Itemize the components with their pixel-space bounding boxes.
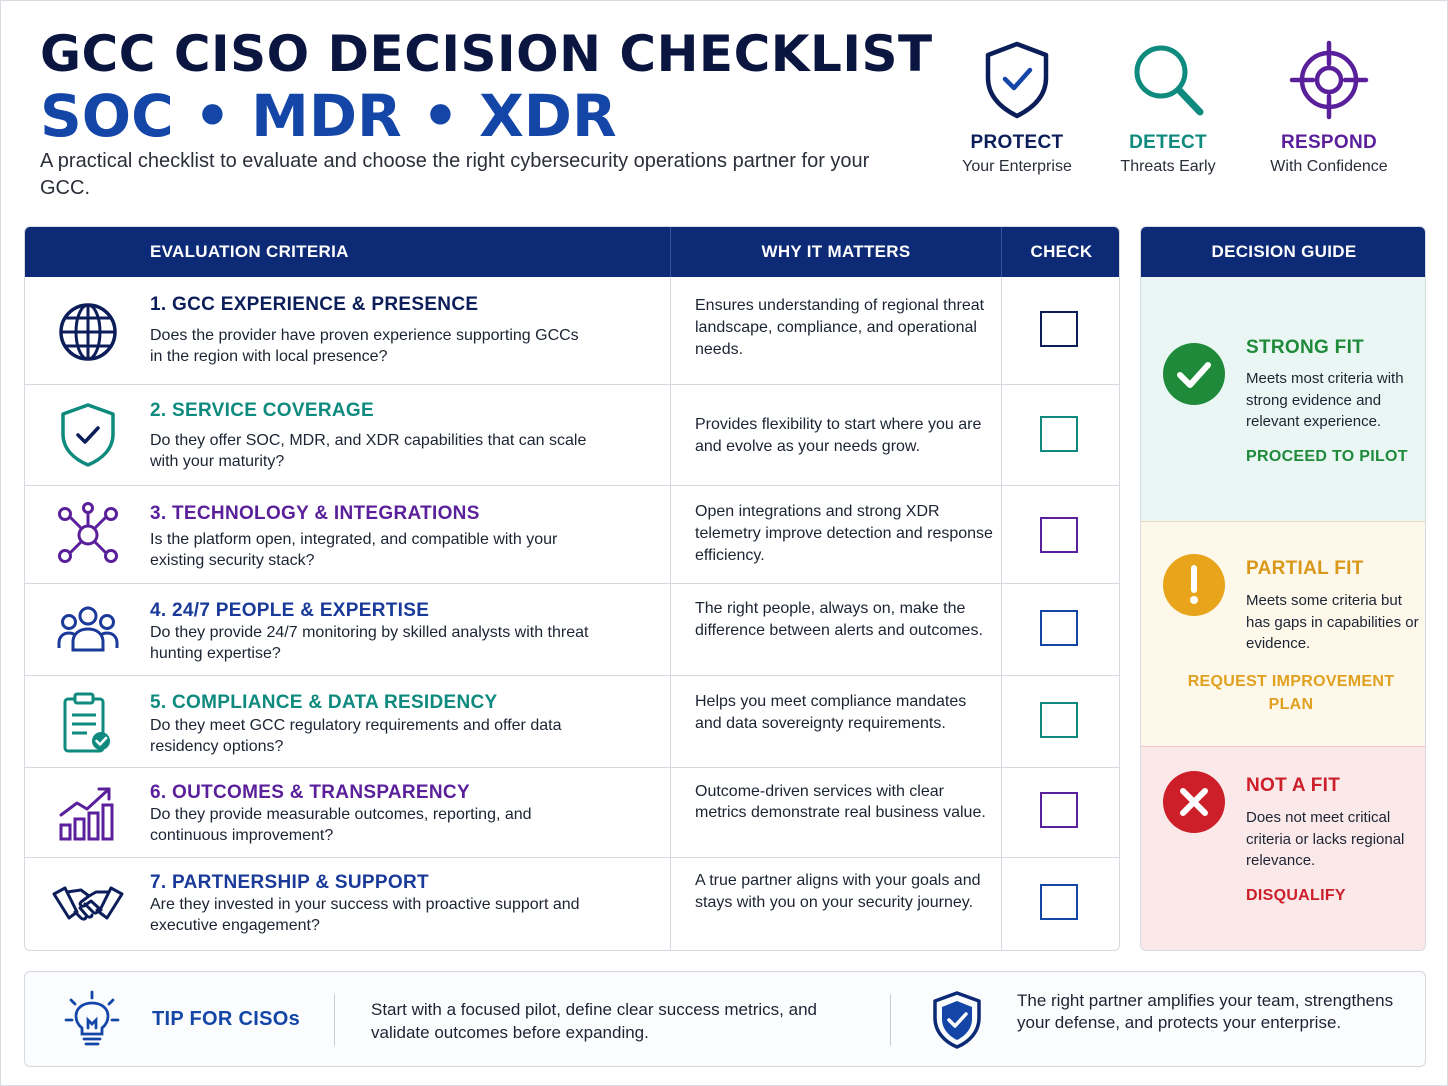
table-row: 1. GCC EXPERIENCE & PRESENCE Does the pr…	[25, 277, 1119, 384]
guide-not-a-fit: NOT A FIT Does not meet critical criteri…	[1141, 746, 1425, 950]
pillar-subtitle: With Confidence	[1270, 158, 1388, 175]
criterion-description: Is the platform open, integrated, and co…	[150, 531, 558, 569]
network-icon	[55, 502, 121, 568]
page-subtitle: SOC • MDR • XDR	[40, 82, 617, 150]
pillar-subtitle: Your Enterprise	[962, 158, 1072, 175]
decision-guide-title: DECISION GUIDE	[1141, 227, 1425, 277]
table-row: 3. TECHNOLOGY & INTEGRATIONS Is the plat…	[25, 485, 1119, 583]
handshake-icon	[51, 872, 125, 938]
pillar-title: RESPOND	[1280, 132, 1378, 153]
criterion-title: 1. GCC EXPERIENCE & PRESENCE	[150, 294, 479, 315]
pillar-respond: RESPOND With Confidence	[1249, 40, 1409, 176]
tip-closing-statement: The right partner amplifies your team, s…	[1017, 991, 1394, 1032]
criterion-description: Do they provide measurable outcomes, rep…	[150, 806, 532, 844]
guide-section-title: NOT A FIT	[1246, 775, 1341, 796]
table-row: 2. SERVICE COVERAGE Do they offer SOC, M…	[25, 384, 1119, 485]
criterion-title: 2. SERVICE COVERAGE	[150, 400, 374, 421]
why-it-matters: The right people, always on, make the di…	[695, 600, 983, 639]
criterion-title: 7. PARTNERSHIP & SUPPORT	[150, 872, 429, 893]
criterion-checkbox[interactable]	[1040, 884, 1078, 920]
why-it-matters: Helps you meet compliance mandates and d…	[695, 693, 967, 732]
guide-partial-fit: PARTIAL FIT Meets some criteria but has …	[1141, 521, 1425, 746]
guide-strong-fit: STRONG FIT Meets most criteria with stro…	[1141, 277, 1425, 521]
check-circle-icon	[1163, 343, 1225, 405]
crosshair-icon	[1289, 40, 1369, 120]
tip-bar: TIP FOR CISOs Start with a focused pilot…	[24, 971, 1426, 1067]
table-header: EVALUATION CRITERIA WHY IT MATTERS CHECK	[25, 227, 1119, 277]
lightbulb-icon	[63, 990, 121, 1055]
x-circle-icon	[1163, 771, 1225, 833]
why-it-matters: A true partner aligns with your goals an…	[695, 872, 981, 911]
criterion-checkbox[interactable]	[1040, 517, 1078, 553]
exclamation-circle-icon	[1163, 554, 1225, 616]
shield-check-icon	[55, 402, 121, 468]
pillar-protect: PROTECT Your Enterprise	[937, 40, 1097, 176]
tip-title: TIP FOR CISOs	[152, 1008, 301, 1030]
guide-section-action: PROCEED TO PILOT	[1246, 448, 1408, 465]
column-header-criteria: EVALUATION CRITERIA	[150, 242, 349, 261]
guide-section-description: Meets most criteria with strong evidence…	[1246, 370, 1404, 430]
criterion-checkbox[interactable]	[1040, 702, 1078, 738]
guide-section-action: REQUEST IMPROVEMENT PLAN	[1187, 673, 1395, 713]
guide-section-description: Meets some criteria but has gaps in capa…	[1246, 592, 1419, 652]
shield-check-icon	[985, 41, 1049, 119]
criterion-title: 3. TECHNOLOGY & INTEGRATIONS	[150, 503, 480, 524]
why-it-matters: Outcome-driven services with clear metri…	[695, 783, 986, 821]
guide-section-description: Does not meet critical criteria or lacks…	[1246, 809, 1405, 869]
pillar-title: DETECT	[1129, 132, 1207, 153]
criterion-title: 6. OUTCOMES & TRANSPARENCY	[150, 782, 470, 803]
why-it-matters: Ensures understanding of regional threat…	[695, 297, 985, 358]
criterion-title: 4. 24/7 PEOPLE & EXPERTISE	[150, 600, 430, 621]
pillar-detect: DETECT Threats Early	[1088, 40, 1248, 176]
clipboard-check-icon	[55, 691, 121, 757]
table-row: 6. OUTCOMES & TRANSPARENCY Do they provi…	[25, 767, 1119, 857]
globe-icon	[55, 299, 121, 365]
criterion-title: 5. COMPLIANCE & DATA RESIDENCY	[150, 692, 498, 713]
growth-chart-icon	[55, 781, 121, 847]
tip-text: Start with a focused pilot, define clear…	[371, 1000, 817, 1042]
guide-section-title: PARTIAL FIT	[1246, 558, 1364, 579]
evaluation-table: EVALUATION CRITERIA WHY IT MATTERS CHECK…	[24, 226, 1120, 951]
column-header-check: CHECK	[1030, 242, 1093, 261]
criterion-description: Do they provide 24/7 monitoring by skill…	[150, 624, 589, 662]
guide-section-action: DISQUALIFY	[1246, 887, 1346, 904]
pillar-title: PROTECT	[970, 132, 1064, 153]
table-row: 7. PARTNERSHIP & SUPPORT Are they invest…	[25, 857, 1119, 950]
criterion-checkbox[interactable]	[1040, 792, 1078, 828]
column-header-why: WHY IT MATTERS	[761, 242, 911, 261]
page-description: A practical checklist to evaluate and ch…	[40, 150, 870, 199]
team-icon	[55, 598, 121, 664]
decision-guide: DECISION GUIDE STRONG FIT Meets most cri…	[1140, 226, 1426, 951]
criterion-description: Are they invested in your success with p…	[150, 896, 580, 934]
why-it-matters: Provides flexibility to start where you …	[695, 416, 982, 455]
shield-check-icon	[931, 990, 983, 1055]
criterion-description: Do they offer SOC, MDR, and XDR capabili…	[150, 432, 587, 470]
criterion-checkbox[interactable]	[1040, 416, 1078, 452]
why-it-matters: Open integrations and strong XDR telemet…	[695, 503, 993, 564]
table-row: 5. COMPLIANCE & DATA RESIDENCY Do they m…	[25, 675, 1119, 767]
criterion-description: Do they meet GCC regulatory requirements…	[150, 717, 562, 755]
table-row: 4. 24/7 PEOPLE & EXPERTISE Do they provi…	[25, 583, 1119, 675]
magnifier-icon	[1134, 45, 1204, 116]
criterion-checkbox[interactable]	[1040, 311, 1078, 347]
pillar-subtitle: Threats Early	[1120, 158, 1216, 175]
page-title: GCC CISO DECISION CHECKLIST	[40, 25, 933, 83]
criterion-checkbox[interactable]	[1040, 610, 1078, 646]
guide-section-title: STRONG FIT	[1246, 337, 1365, 358]
criterion-description: Does the provider have proven experience…	[150, 327, 579, 365]
